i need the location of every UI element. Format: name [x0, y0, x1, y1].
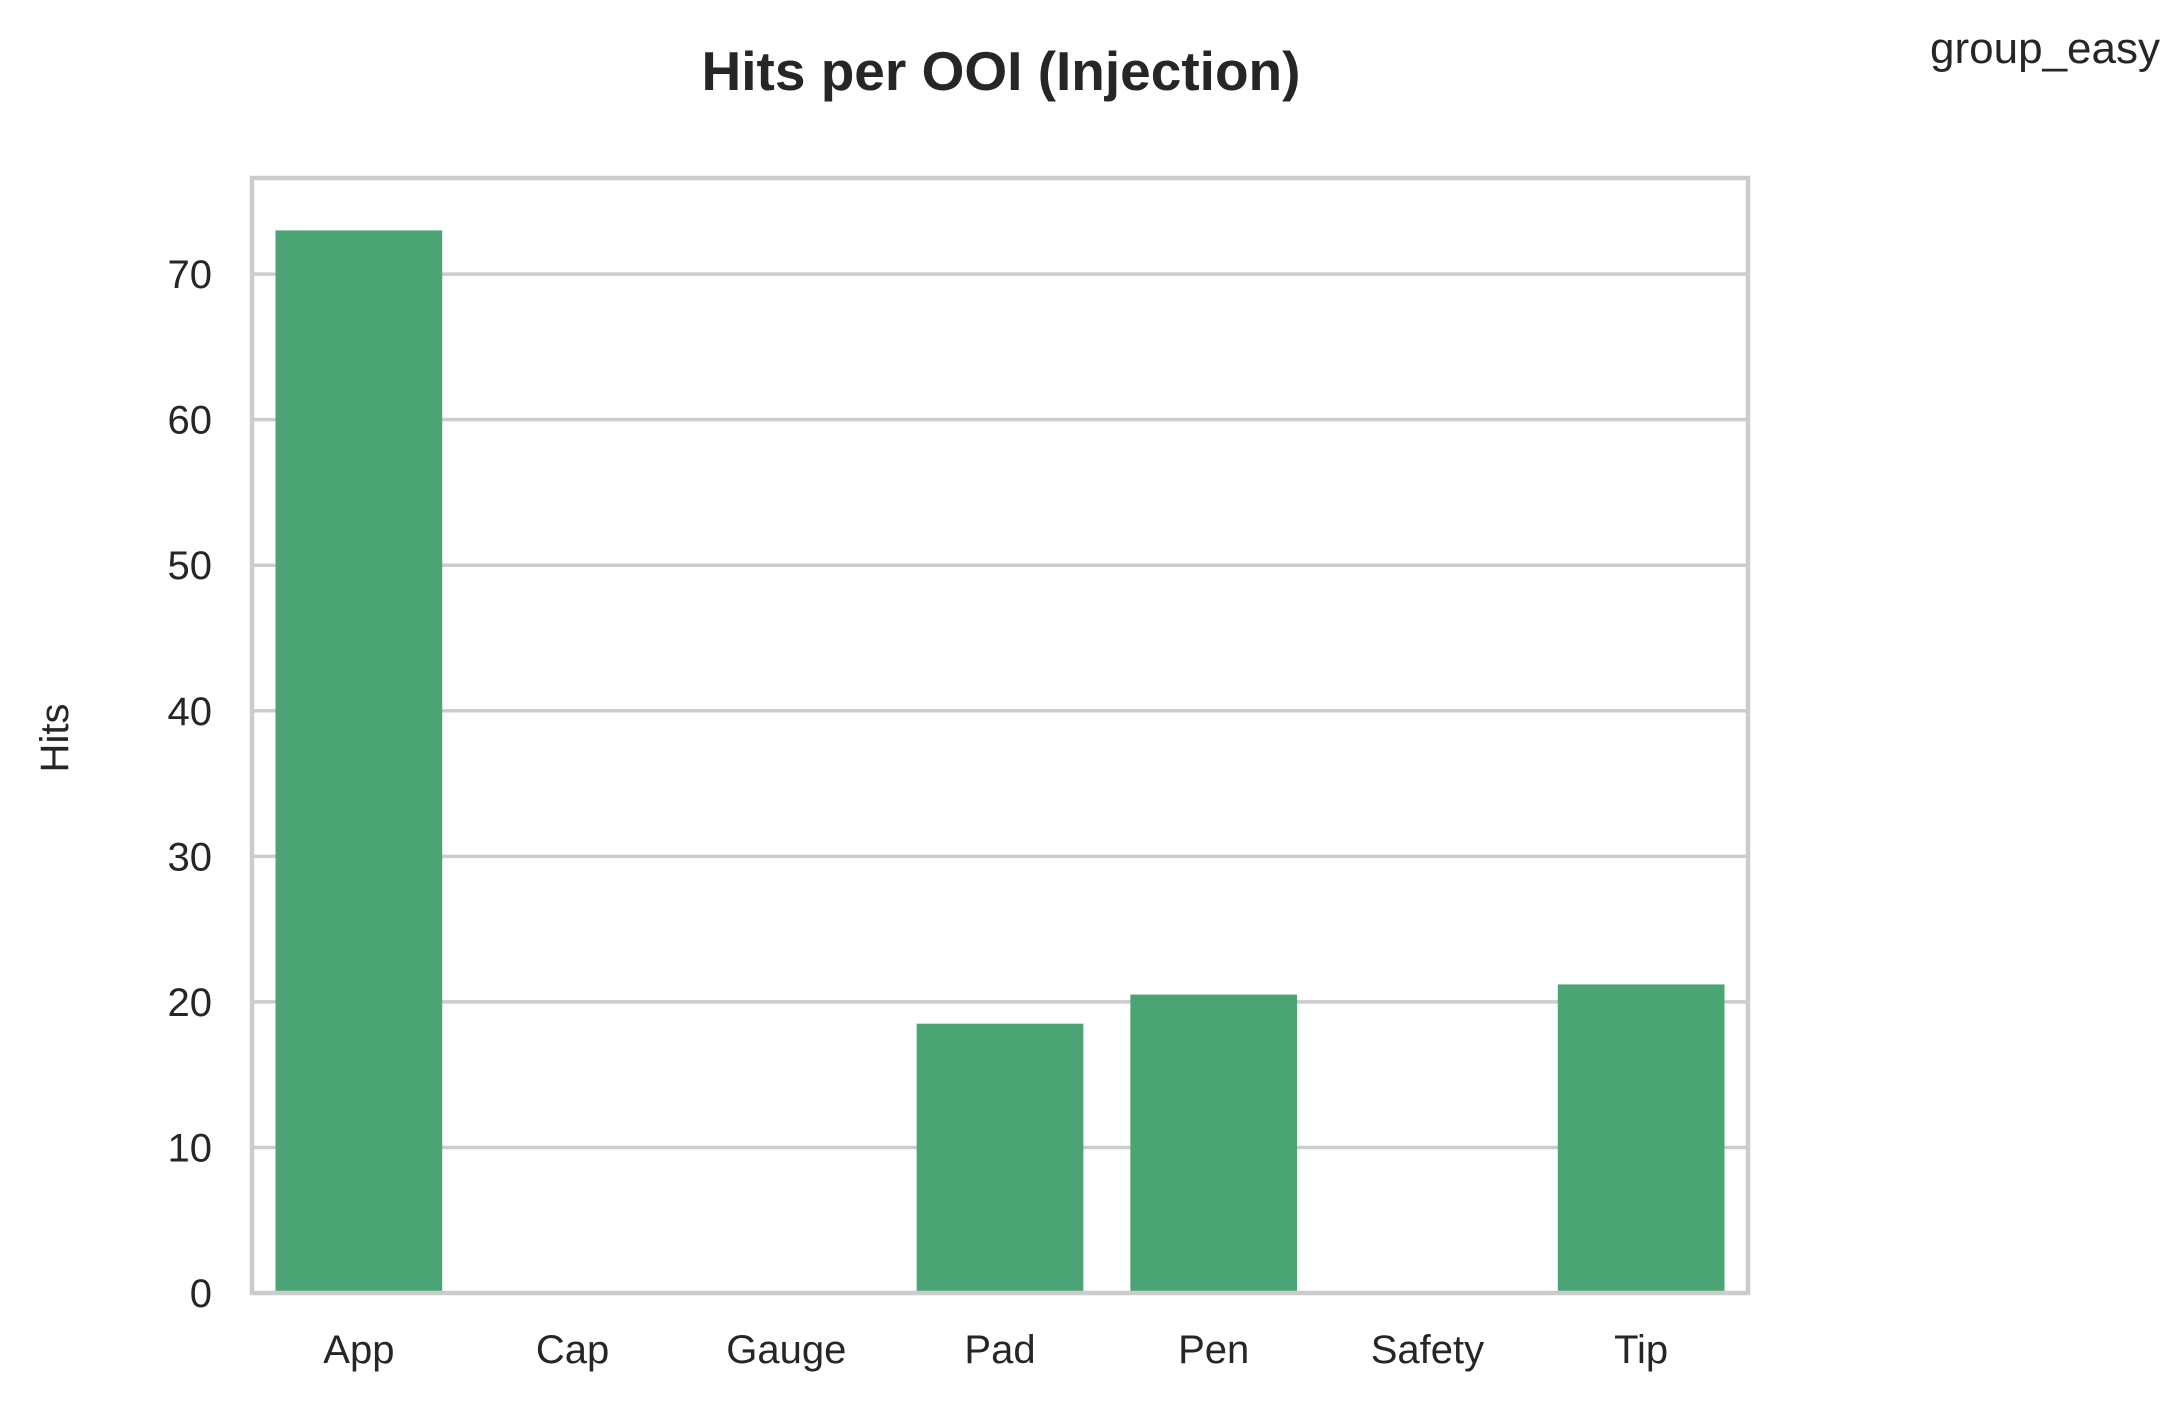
bar-pen [1130, 994, 1298, 1293]
x-tick-label-safety: Safety [1371, 1328, 1484, 1372]
x-tick-label-cap: Cap [536, 1328, 609, 1372]
bars [275, 230, 1725, 1293]
x-tick-label-app: App [323, 1328, 394, 1372]
y-tick-label: 20 [168, 981, 213, 1025]
y-tick-label: 40 [168, 690, 213, 734]
y-tick-labels: 0 10 20 30 40 50 60 70 [168, 253, 213, 1316]
y-tick-label: 60 [168, 399, 213, 443]
y-tick-label: 70 [168, 253, 213, 297]
bar-app [275, 230, 443, 1293]
gridlines [252, 272, 1748, 1150]
y-axis-label: Hits [33, 704, 77, 773]
y-tick-label: 0 [190, 1272, 212, 1316]
x-tick-labels: App Cap Gauge Pad Pen Safety Tip [323, 1328, 1668, 1372]
bar-pad [916, 1023, 1084, 1293]
y-tick-label: 50 [168, 544, 213, 588]
group-annotation: group_easy [1930, 24, 2160, 73]
x-tick-label-tip: Tip [1614, 1328, 1668, 1372]
plot-frame [249, 175, 1751, 1296]
bar-tip [1557, 984, 1725, 1293]
x-tick-label-pad: Pad [964, 1328, 1035, 1372]
y-tick-label: 30 [168, 835, 213, 879]
x-tick-label-pen: Pen [1178, 1328, 1249, 1372]
x-tick-label-gauge: Gauge [726, 1328, 846, 1372]
chart-title: Hits per OOI (Injection) [702, 40, 1301, 102]
y-tick-label: 10 [168, 1126, 213, 1170]
